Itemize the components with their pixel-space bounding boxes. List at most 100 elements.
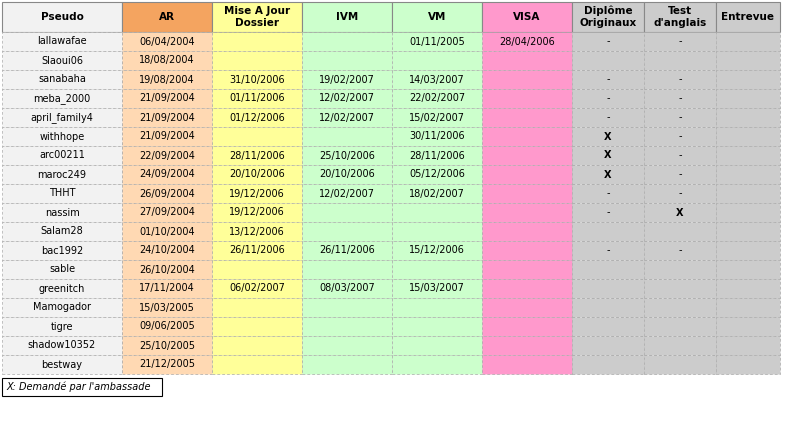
Text: meba_2000: meba_2000: [34, 93, 90, 104]
Bar: [392, 70, 482, 89]
Bar: [572, 203, 644, 222]
Bar: [716, 108, 780, 127]
Bar: [716, 146, 780, 165]
Bar: [122, 89, 212, 108]
Text: 18/08/2004: 18/08/2004: [139, 56, 195, 65]
Text: april_family4: april_family4: [30, 112, 94, 123]
Bar: [644, 260, 716, 279]
Bar: [482, 336, 572, 355]
Text: X: X: [604, 131, 612, 142]
Bar: [2, 184, 122, 203]
Text: Test
d'anglais: Test d'anglais: [654, 6, 706, 28]
Bar: [302, 355, 392, 374]
Text: 27/09/2004: 27/09/2004: [139, 207, 195, 218]
Bar: [572, 317, 644, 336]
Text: tigre: tigre: [50, 321, 74, 332]
Bar: [572, 298, 644, 317]
Bar: [644, 51, 716, 70]
Text: Mamogador: Mamogador: [33, 302, 91, 312]
Bar: [212, 298, 302, 317]
Text: sable: sable: [49, 265, 75, 274]
Text: -: -: [678, 36, 682, 47]
Text: -: -: [678, 189, 682, 198]
Bar: [482, 146, 572, 165]
Bar: [482, 241, 572, 260]
Text: -: -: [678, 151, 682, 161]
Bar: [2, 108, 122, 127]
Bar: [212, 146, 302, 165]
Bar: [302, 32, 392, 51]
Text: sanabaha: sanabaha: [38, 75, 86, 84]
Bar: [302, 165, 392, 184]
Bar: [572, 146, 644, 165]
Text: 26/11/2006: 26/11/2006: [229, 245, 285, 256]
Bar: [212, 317, 302, 336]
Text: X: X: [604, 170, 612, 179]
Text: 28/11/2006: 28/11/2006: [409, 151, 465, 161]
Bar: [2, 70, 122, 89]
Bar: [122, 260, 212, 279]
Bar: [302, 127, 392, 146]
Bar: [482, 89, 572, 108]
Bar: [122, 51, 212, 70]
Bar: [644, 298, 716, 317]
Bar: [572, 241, 644, 260]
Text: 01/11/2006: 01/11/2006: [229, 94, 285, 103]
Text: THHT: THHT: [49, 189, 75, 198]
Bar: [2, 317, 122, 336]
Bar: [122, 2, 212, 32]
Bar: [2, 336, 122, 355]
Text: -: -: [678, 94, 682, 103]
Bar: [392, 32, 482, 51]
Bar: [716, 127, 780, 146]
Text: -: -: [606, 75, 610, 84]
Bar: [212, 51, 302, 70]
Text: 12/02/2007: 12/02/2007: [319, 94, 375, 103]
Bar: [212, 108, 302, 127]
Text: 20/10/2006: 20/10/2006: [229, 170, 285, 179]
Text: 15/12/2006: 15/12/2006: [409, 245, 465, 256]
Bar: [644, 108, 716, 127]
Bar: [212, 89, 302, 108]
Bar: [716, 298, 780, 317]
Bar: [392, 279, 482, 298]
Bar: [482, 2, 572, 32]
Bar: [392, 355, 482, 374]
Text: -: -: [606, 189, 610, 198]
Bar: [2, 165, 122, 184]
Bar: [122, 184, 212, 203]
Bar: [122, 32, 212, 51]
Bar: [644, 355, 716, 374]
Text: -: -: [678, 170, 682, 179]
Bar: [572, 70, 644, 89]
Text: 21/09/2004: 21/09/2004: [139, 94, 195, 103]
Text: 06/04/2004: 06/04/2004: [139, 36, 195, 47]
Text: 18/02/2007: 18/02/2007: [409, 189, 465, 198]
Text: -: -: [606, 245, 610, 256]
Bar: [122, 355, 212, 374]
Text: 08/03/2007: 08/03/2007: [319, 284, 375, 293]
Bar: [644, 241, 716, 260]
Bar: [644, 222, 716, 241]
Bar: [2, 127, 122, 146]
Bar: [302, 279, 392, 298]
Text: 24/10/2004: 24/10/2004: [139, 245, 195, 256]
Bar: [644, 127, 716, 146]
Bar: [212, 32, 302, 51]
Text: 12/02/2007: 12/02/2007: [319, 112, 375, 123]
Text: 22/09/2004: 22/09/2004: [139, 151, 195, 161]
Bar: [572, 127, 644, 146]
Bar: [302, 146, 392, 165]
Text: -: -: [678, 112, 682, 123]
Text: -: -: [606, 36, 610, 47]
Text: 24/09/2004: 24/09/2004: [139, 170, 195, 179]
Text: 01/11/2005: 01/11/2005: [409, 36, 465, 47]
Text: Entrevue: Entrevue: [722, 12, 774, 22]
Bar: [122, 203, 212, 222]
Text: VISA: VISA: [514, 12, 541, 22]
Text: 20/10/2006: 20/10/2006: [319, 170, 375, 179]
Bar: [392, 203, 482, 222]
Bar: [482, 32, 572, 51]
Bar: [212, 336, 302, 355]
Text: 26/09/2004: 26/09/2004: [139, 189, 195, 198]
